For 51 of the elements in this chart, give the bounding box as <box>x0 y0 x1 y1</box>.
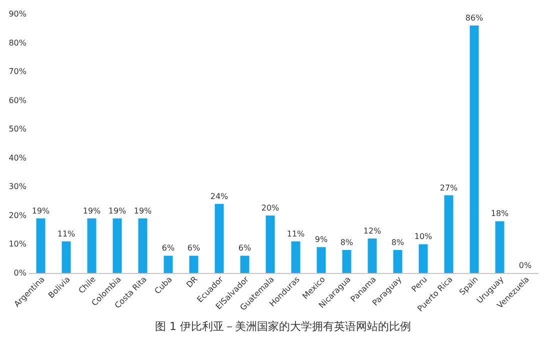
data-label: 6% <box>187 244 200 253</box>
bar <box>240 256 250 273</box>
data-label: 9% <box>314 235 328 244</box>
bar <box>112 218 122 273</box>
data-label: 86% <box>465 14 484 23</box>
data-label: 27% <box>440 183 458 192</box>
data-label: 8% <box>340 238 354 247</box>
y-tick-label: 60% <box>8 96 27 105</box>
bar <box>418 244 428 273</box>
data-label: 24% <box>210 192 229 201</box>
y-tick-label: 10% <box>8 240 27 249</box>
y-tick-label: 0% <box>14 268 27 278</box>
bar <box>266 215 275 273</box>
data-label: 6% <box>162 244 175 253</box>
bar <box>368 238 377 273</box>
data-label: 6% <box>238 244 252 253</box>
bar <box>62 241 71 273</box>
y-tick-label: 40% <box>8 153 27 162</box>
bar <box>214 204 224 273</box>
bar <box>138 218 148 273</box>
bar <box>316 247 326 273</box>
x-tick-label: DR <box>184 274 200 290</box>
data-label: 12% <box>363 226 382 236</box>
data-label: 19% <box>82 206 102 216</box>
bar <box>291 241 300 273</box>
data-label: 11% <box>286 229 306 238</box>
bar <box>164 256 173 273</box>
y-tick-label: 90% <box>8 10 27 18</box>
text: 图 1 伊比利亚－美洲国家的大学拥有英语网站的比例 <box>155 320 411 333</box>
bar <box>36 218 46 273</box>
y-tick-label: 80% <box>8 38 27 48</box>
data-label: 19% <box>108 206 127 216</box>
data-label: 20% <box>261 203 280 212</box>
data-label: 8% <box>391 238 404 247</box>
bar <box>495 221 504 273</box>
data-label: 10% <box>414 232 433 242</box>
data-label: 19% <box>134 206 152 216</box>
y-tick-label: 30% <box>8 182 27 192</box>
bar <box>342 250 352 273</box>
data-label: 18% <box>490 209 510 218</box>
bar <box>470 26 479 273</box>
bar <box>87 218 96 273</box>
y-tick-label: 70% <box>8 67 27 76</box>
bar <box>393 250 402 273</box>
bar <box>444 195 454 273</box>
y-tick-label: 20% <box>8 210 27 220</box>
data-label: 0% <box>518 261 532 270</box>
y-tick-label: 50% <box>8 124 27 134</box>
bar <box>189 256 198 273</box>
data-label: 11% <box>57 229 76 238</box>
data-label: 19% <box>32 206 50 216</box>
